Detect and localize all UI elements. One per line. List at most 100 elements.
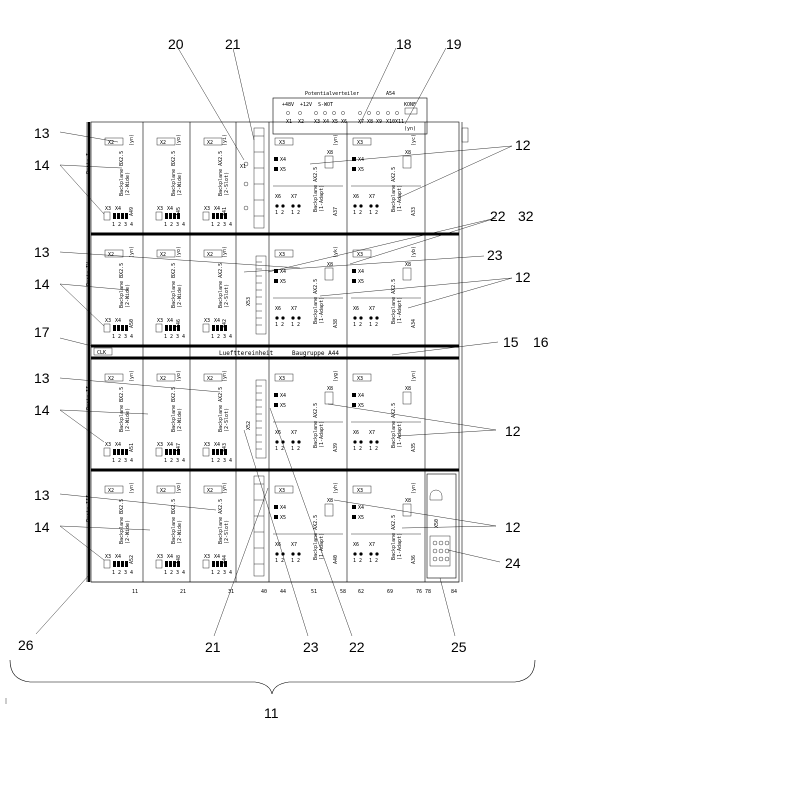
x4-pin	[173, 449, 176, 455]
ref-22-top: 22	[490, 208, 506, 224]
x4-pin	[117, 325, 120, 331]
card-id: A46	[176, 319, 182, 328]
x4-pin	[173, 213, 176, 219]
x4-label: X4	[167, 554, 173, 560]
x4-pin	[220, 213, 223, 219]
x3-label: X3	[157, 206, 163, 212]
x7-label: X7	[291, 306, 297, 312]
backplane-label: Backplane BX2.5	[119, 263, 125, 308]
x6-pin-numbers: 1 2	[353, 558, 362, 564]
pin-numbers: 1 2 3 4	[164, 458, 185, 464]
x5-marker	[352, 403, 356, 407]
x3-box	[352, 373, 372, 382]
backplane-card: A43 (yn) X2 Backplane AX2.5 (2-Slot) X3 X4 1 2 …	[202, 370, 232, 464]
x5-marker	[274, 403, 278, 407]
x7-label: X7	[291, 542, 297, 548]
backplane-sublabel: (1-Adapt)	[319, 421, 325, 448]
x4-pin	[121, 561, 124, 567]
x4-label: X4	[115, 442, 121, 448]
x7-pin-numbers: 1 2	[369, 322, 378, 328]
x50-pin	[438, 556, 444, 562]
x3-label: X3	[204, 554, 210, 560]
card-id: A38	[333, 319, 339, 328]
x4-pin	[125, 561, 128, 567]
card-variant: (yi)	[222, 134, 228, 146]
x4-pin	[121, 449, 124, 455]
x3-label: X3	[157, 318, 163, 324]
x50-pin	[432, 556, 438, 562]
backplane-sublabel: (2-Slot)	[224, 408, 230, 432]
backplane-card: A35 (yn) X3 X4 X5 X8 Backplane AX2.5 (1-Adapt) X…	[351, 370, 421, 452]
x5-label: X5	[358, 515, 364, 521]
backplane-sublabel: (2-Wide)	[177, 284, 183, 308]
x2-box	[156, 485, 176, 494]
x3-label: X3	[279, 488, 285, 494]
card-variant: (yb)	[411, 246, 417, 258]
ref-11: 11	[264, 705, 279, 721]
x3-header	[202, 559, 210, 569]
x3-label: X3	[157, 554, 163, 560]
x7-pin	[297, 440, 301, 444]
x4-pin	[212, 325, 215, 331]
rack-tiers: Porta I A49 (yn) X2 Backplane BX2.5 (2-Wide) X…	[86, 127, 421, 577]
x4-label: X4	[358, 505, 364, 511]
backplane-sublabel: (1-Adapt)	[319, 533, 325, 560]
card-id: A43	[222, 443, 228, 452]
ref-32: 32	[518, 208, 534, 224]
x2-box	[104, 137, 124, 146]
potential-distributor-panel: Potentialverteiler A54 +48V +12V S-WOT K…	[272, 91, 428, 135]
x4-pin	[212, 449, 215, 455]
x4-pin	[220, 561, 223, 567]
x50-pin	[432, 548, 438, 554]
x2-box	[203, 485, 223, 494]
card-id: A40	[333, 555, 339, 564]
strip-label: X53	[246, 297, 252, 306]
x7-pin	[375, 316, 379, 320]
x8-header	[402, 155, 412, 169]
x4-pin	[173, 561, 176, 567]
x2-label: X2	[207, 252, 213, 258]
x6-pin	[359, 316, 363, 320]
x2-label: X2	[108, 252, 114, 258]
x4-pin	[173, 325, 176, 331]
x6-pin	[353, 440, 357, 444]
x5-marker	[274, 515, 278, 519]
ref-21-top: 21	[225, 36, 241, 52]
x3-header	[103, 559, 111, 569]
ref-13-b: 13	[34, 244, 50, 260]
x4-label: X4	[167, 318, 173, 324]
x2-box	[203, 137, 223, 146]
x6-label: X6	[275, 194, 281, 200]
x4-pin	[169, 561, 172, 567]
x3-box	[352, 485, 372, 494]
x7-pin-numbers: 1 2	[291, 446, 300, 452]
x8-label: X8	[405, 262, 411, 268]
card-variant: (yo)	[176, 246, 182, 258]
x5-label: X5	[358, 279, 364, 285]
x4-label: X4	[358, 393, 364, 399]
x7-pin	[369, 204, 373, 208]
backplane-label: Backplane BX2.5	[119, 387, 125, 432]
x4-label: X4	[358, 269, 364, 275]
pin-numbers: 1 2 3 4	[164, 222, 185, 228]
backplane-card: A44 (yn) X2 Backplane AX2.5 (2-Slot) X3 X4 1 2 …	[202, 482, 232, 576]
x7-pin-numbers: 1 2	[369, 210, 378, 216]
x4-pin	[177, 325, 180, 331]
x4-pin	[113, 561, 116, 567]
panel-yn: (yn)	[404, 126, 416, 132]
card-variant: (yk)	[333, 246, 339, 258]
pin-numbers: 1 2 3 4	[211, 570, 232, 576]
x6-pin	[275, 552, 279, 556]
backplane-label: Backplane AX2.5	[391, 279, 397, 324]
x4-pin	[220, 449, 223, 455]
x3-label: X3	[105, 554, 111, 560]
x3-dot	[243, 205, 249, 211]
card-variant: (yn)	[411, 370, 417, 382]
backplane-sublabel: (1-Adapt)	[319, 185, 325, 212]
card-id: A49	[129, 207, 135, 216]
backplane-sublabel: (2-Wide)	[177, 172, 183, 196]
tier-porta-label: Porta I	[86, 153, 92, 174]
card-id: A37	[333, 207, 339, 216]
x4-pin	[224, 213, 227, 219]
